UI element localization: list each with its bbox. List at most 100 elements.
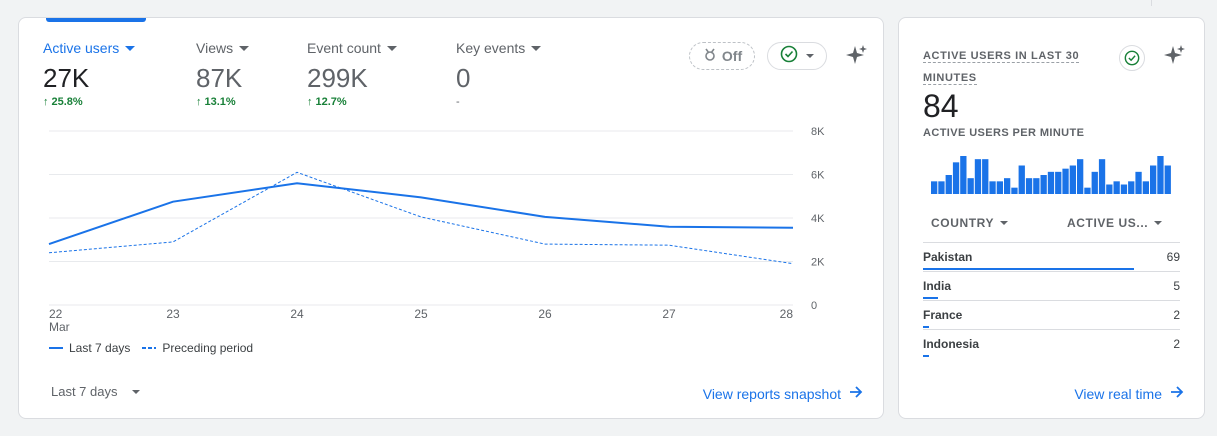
y-tick-label: 4K	[811, 213, 825, 225]
x-tick-label: 25	[414, 307, 428, 321]
table-row[interactable]: Pakistan 69	[923, 242, 1180, 271]
minute-bar	[989, 181, 996, 194]
x-tick-label: 27	[662, 307, 676, 321]
metric-event-count[interactable]: Event count 299K ↑ 12.7%	[307, 40, 397, 108]
check-circle-icon	[1124, 50, 1140, 66]
user-count: 5	[1173, 279, 1180, 293]
sparkle-icon[interactable]	[1163, 44, 1187, 73]
share-bar	[923, 355, 930, 357]
arrow-up-icon: ↑	[307, 96, 313, 108]
badge-icon	[702, 47, 718, 66]
arrow-up-icon: ↑	[196, 96, 202, 108]
country-name: Pakistan	[923, 250, 973, 264]
minute-bar	[931, 181, 938, 194]
caret-down-icon	[386, 45, 397, 51]
metric-views[interactable]: Views 87K ↑ 13.1%	[196, 40, 250, 108]
caret-down-icon	[131, 389, 140, 394]
minute-bar	[967, 178, 974, 194]
minute-bar	[1011, 187, 1018, 194]
overview-card: Active users 27K ↑ 25.8% Views 87K ↑ 13.1%…	[18, 17, 884, 419]
share-bar	[923, 297, 939, 299]
minute-bar	[1084, 187, 1091, 194]
insights-off-chip[interactable]: Off	[689, 42, 755, 70]
arrow-up-icon: ↑	[43, 96, 49, 108]
minute-bar	[1040, 175, 1047, 194]
minute-bar	[1033, 178, 1040, 194]
minute-bar	[1055, 171, 1062, 194]
view-reports-snapshot-link[interactable]: View reports snapshot	[703, 385, 863, 402]
minute-bar	[1025, 178, 1033, 194]
legend-item-previous: Preceding period	[142, 341, 253, 355]
metric-value: 299K	[307, 63, 368, 93]
minute-bar	[945, 175, 952, 194]
active-users-column-header[interactable]: ACTIVE US...	[1067, 216, 1163, 230]
minute-bar	[1091, 171, 1098, 194]
active-tab-indicator	[46, 18, 146, 22]
x-tick-label: 23	[166, 307, 180, 321]
metric-value: 27K	[43, 63, 90, 93]
per-minute-label: ACTIVE USERS PER MINUTE	[923, 127, 1085, 139]
view-real-time-link[interactable]: View real time	[1074, 385, 1184, 402]
y-tick-label: 2K	[811, 257, 825, 269]
arrow-right-icon	[1170, 385, 1184, 402]
caret-down-icon	[239, 45, 250, 51]
minute-bar	[1128, 181, 1135, 194]
realtime-value: 84	[923, 88, 959, 124]
x-tick-label: 26	[538, 307, 552, 321]
solid-line-swatch	[49, 347, 63, 349]
user-count: 2	[1173, 308, 1180, 322]
metric-label[interactable]: Event count	[307, 40, 397, 56]
x-tick-label: 22	[49, 307, 63, 321]
y-tick-label: 6K	[811, 170, 825, 182]
minute-bar	[974, 159, 982, 194]
metric-label[interactable]: Key events	[456, 40, 542, 56]
per-minute-bar-chart	[931, 156, 1171, 194]
x-tick-label: 28	[780, 307, 794, 321]
metric-key-events[interactable]: Key events 0 -	[456, 40, 542, 108]
user-count: 2	[1173, 337, 1180, 351]
metric-value: 0	[456, 63, 471, 93]
metric-change: ↑ 13.1%	[196, 96, 236, 108]
minute-bar	[1047, 171, 1055, 194]
minute-bar	[1157, 156, 1164, 194]
table-row[interactable]: France 2	[923, 300, 1180, 329]
country-column-header[interactable]: COUNTRY	[931, 216, 1009, 230]
data-quality-dropdown[interactable]	[767, 42, 827, 70]
table-row[interactable]: Indonesia 2	[923, 329, 1180, 358]
minute-bar	[1069, 165, 1076, 194]
off-label: Off	[721, 48, 743, 64]
share-bar	[923, 326, 930, 328]
metric-label[interactable]: Active users	[43, 40, 136, 56]
series-line-current	[48, 182, 794, 246]
realtime-card: ACTIVE USERS IN LAST 30 MINUTES 84 ACTIV…	[898, 17, 1205, 419]
arrow-right-icon	[849, 385, 863, 402]
metric-change: -	[456, 96, 460, 108]
minute-bar	[1106, 184, 1113, 194]
minute-bar	[1113, 181, 1120, 194]
x-tick-sublabel: Mar	[49, 320, 70, 333]
minute-bar	[1135, 171, 1142, 194]
table-row[interactable]: India 5	[923, 271, 1180, 300]
metric-change: ↑ 25.8%	[43, 96, 83, 108]
minute-bar	[996, 181, 1003, 194]
date-range-dropdown[interactable]: Last 7 days	[51, 384, 140, 399]
metric-active-users[interactable]: Active users 27K ↑ 25.8%	[43, 40, 136, 108]
minute-bar	[1018, 165, 1025, 194]
sparkle-icon[interactable]	[845, 44, 869, 73]
minute-bar	[1164, 165, 1171, 194]
metric-change: ↑ 12.7%	[307, 96, 347, 108]
caret-down-icon	[1000, 221, 1009, 225]
caret-down-icon	[1154, 221, 1163, 225]
minute-bar	[982, 159, 989, 194]
minute-bar	[1142, 181, 1149, 194]
realtime-title[interactable]: ACTIVE USERS IN LAST 30 MINUTES	[923, 50, 1080, 85]
minute-bar	[1098, 159, 1106, 194]
y-tick-label: 8K	[811, 126, 825, 138]
caret-down-icon	[125, 45, 136, 51]
caret-down-icon	[806, 54, 814, 58]
data-quality-button[interactable]	[1119, 45, 1145, 71]
top-divider	[1151, 0, 1152, 6]
country-name: Indonesia	[923, 337, 980, 351]
country-name: India	[923, 279, 952, 293]
metric-label[interactable]: Views	[196, 40, 250, 56]
